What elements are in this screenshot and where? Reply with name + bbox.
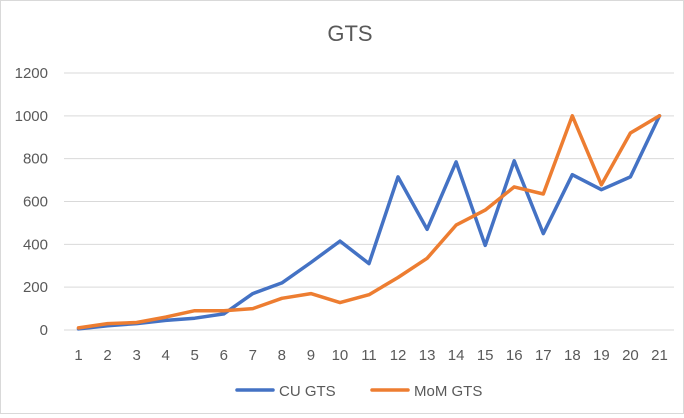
x-tick-label: 19 (593, 347, 610, 364)
x-tick-label: 13 (419, 347, 436, 364)
y-tick-label: 200 (23, 279, 48, 296)
x-tick-label: 5 (191, 347, 199, 364)
x-tick-label: 15 (477, 347, 494, 364)
x-tick-label: 1 (74, 347, 82, 364)
series-line-1 (76, 114, 662, 330)
legend-label: MoM GTS (414, 383, 482, 400)
series-line-0 (76, 114, 662, 331)
y-tick-label: 400 (23, 236, 48, 253)
chart-title: GTS (327, 21, 372, 46)
y-axis-ticks: 0 200 400 600 800 1000 1200 (15, 65, 48, 339)
y-tick-label: 800 (23, 151, 48, 168)
y-tick-label: 0 (40, 322, 48, 339)
x-tick-label: 18 (564, 347, 581, 364)
x-tick-label: 8 (278, 347, 286, 364)
y-tick-label: 600 (23, 194, 48, 211)
x-tick-label: 16 (506, 347, 523, 364)
y-tick-label: 1200 (15, 65, 48, 82)
gridlines (64, 72, 674, 331)
x-tick-label: 7 (249, 347, 257, 364)
x-tick-label: 10 (332, 347, 349, 364)
x-tick-label: 21 (651, 347, 668, 364)
x-axis-ticks: 1 2 3 4 5 6 7 8 9 10 11 12 13 14 15 16 17 18 19 20 21 (74, 347, 667, 364)
legend-label: CU GTS (279, 383, 336, 400)
x-tick-label: 12 (390, 347, 407, 364)
x-tick-label: 20 (622, 347, 639, 364)
x-tick-label: 14 (448, 347, 465, 364)
x-tick-label: 17 (535, 347, 552, 364)
x-tick-label: 2 (103, 347, 111, 364)
x-tick-label: 9 (307, 347, 315, 364)
x-tick-label: 3 (132, 347, 140, 364)
x-tick-label: 11 (361, 347, 377, 364)
series-lines (76, 114, 662, 331)
x-tick-label: 6 (220, 347, 228, 364)
legend: CU GTS MoM GTS (235, 383, 482, 400)
x-tick-label: 4 (161, 347, 169, 364)
y-tick-label: 1000 (15, 108, 48, 125)
